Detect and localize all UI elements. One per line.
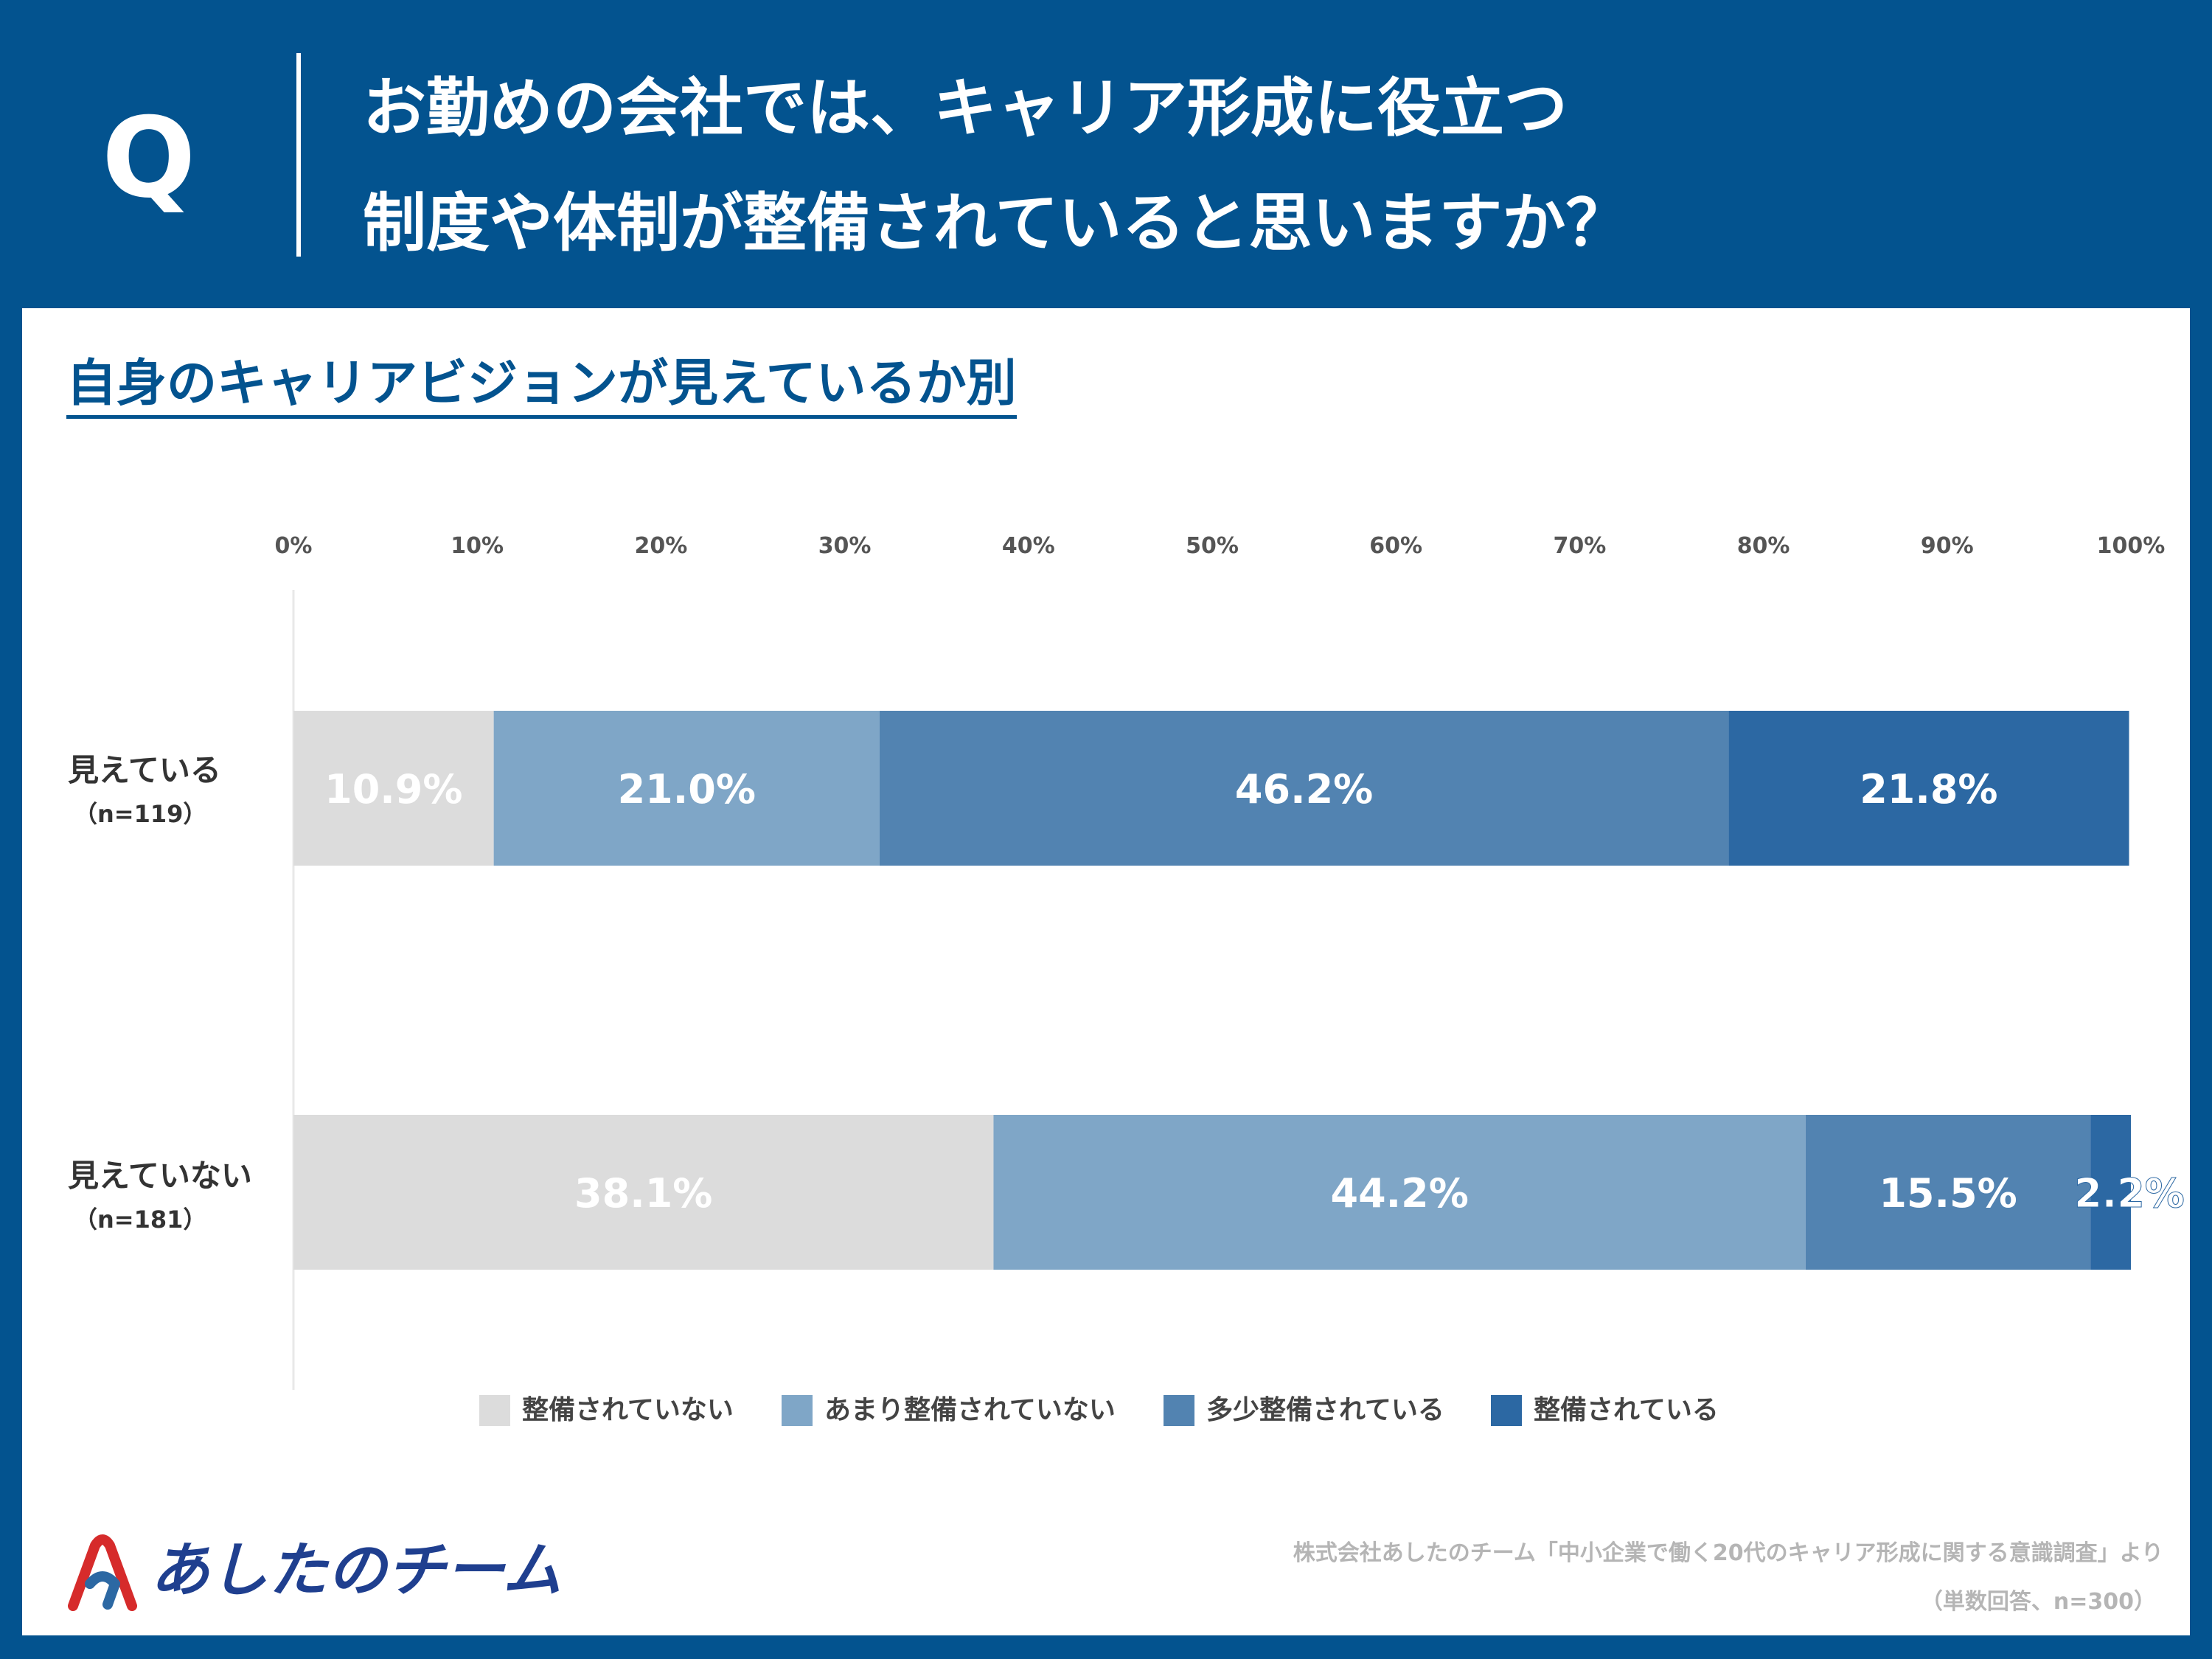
value-label-not-visible-somewhat: 15.5% [1879, 1170, 2017, 1217]
legend-label-not-much: あまり整備されていない [824, 1395, 1116, 1425]
legend-swatch-not-at-all [479, 1395, 510, 1426]
header: Q お勤めの会社では、キャリア形成に役立つ 制度や体制が整備されていると思います… [0, 0, 2212, 308]
bar-visible-not-much [493, 711, 880, 866]
x-tick-4: 40% [1002, 533, 1055, 559]
sample-note: （単数回答、n=300） [1920, 1589, 2156, 1615]
bar-not-visible-fully [2090, 1115, 2131, 1270]
x-tick-2: 20% [634, 533, 687, 559]
category-label-visible: 見えている [68, 752, 221, 788]
x-tick-1: 10% [451, 533, 504, 559]
bar-not-visible-not-at-all [293, 1115, 994, 1270]
x-tick-7: 70% [1553, 533, 1606, 559]
x-tick-6: 60% [1369, 533, 1422, 559]
x-tick-8: 80% [1737, 533, 1790, 559]
legend-swatch-somewhat [1164, 1395, 1194, 1426]
bar-visible-not-at-all [293, 711, 494, 866]
header-divider [296, 53, 301, 257]
chart-panel [22, 308, 2190, 1635]
bar-visible-fully [1728, 711, 2129, 866]
x-tick-5: 50% [1186, 533, 1239, 559]
bar-value-labels: 10.9% 21.0% 46.2% 21.8% 38.1% 44.2% 15.5% 2.2% [324, 766, 2185, 1217]
x-tick-labels: 0% 10% 20% 30% 40% 50% 60% 70% 80% 90% 100% [275, 533, 2166, 559]
bar-visible-somewhat [879, 711, 1729, 866]
legend-label-somewhat: 多少整備されている [1206, 1395, 1444, 1425]
legend-label-fully: 整備されている [1534, 1395, 1719, 1425]
chart-subtitle: 自身のキャリアビジョンが見えているか別 [66, 356, 1017, 419]
category-n-visible: （n=119） [74, 800, 207, 828]
x-tick-9: 90% [1921, 533, 1974, 559]
legend-swatch-not-much [782, 1395, 813, 1426]
value-label-visible-fully: 21.8% [1860, 766, 1997, 813]
source-note: 株式会社あしたのチーム「中小企業で働く20代のキャリア形成に関する意識調査」より [1293, 1540, 2163, 1566]
value-label-not-visible-not-at-all: 38.1% [574, 1170, 712, 1217]
question-line-1: お勤めの会社では、キャリア形成に役立つ [363, 72, 1568, 145]
legend-label-not-at-all: 整備されていない [522, 1395, 734, 1425]
bar-not-visible-not-much [993, 1115, 1806, 1270]
legend: 整備されていない あまり整備されていない 多少整備されている 整備されている [479, 1392, 1806, 1436]
bars [293, 711, 2131, 1270]
x-tick-0: 0% [275, 533, 313, 559]
value-label-visible-not-at-all: 10.9% [324, 766, 462, 813]
logo-text: あしたのチーム [150, 1536, 562, 1604]
value-label-visible-somewhat: 46.2% [1235, 766, 1373, 813]
question-line-2: 制度や体制が整備されていると思いますか？ [363, 187, 1630, 260]
x-tick-10: 100% [2097, 533, 2166, 559]
logo-mark-icon [68, 1534, 137, 1611]
value-label-not-visible-fully: 2.2% [2074, 1170, 2185, 1217]
category-n-not-visible: （n=181） [74, 1206, 207, 1234]
category-label-not-visible: 見えていない [68, 1158, 252, 1194]
bar-not-visible-somewhat [1805, 1115, 2091, 1270]
value-label-not-visible-not-much: 44.2% [1331, 1170, 1469, 1217]
legend-swatch-fully [1491, 1395, 1522, 1426]
q-mark: Q [102, 94, 196, 223]
company-logo: あしたのチーム [62, 1532, 578, 1613]
x-tick-3: 30% [818, 533, 872, 559]
value-label-visible-not-much: 21.0% [618, 766, 756, 813]
